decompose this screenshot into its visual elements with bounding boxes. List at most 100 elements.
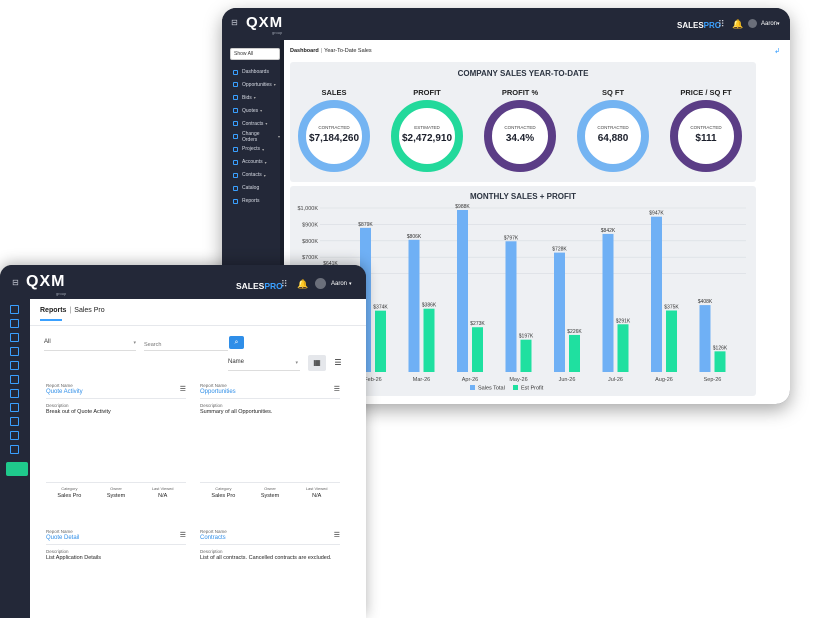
y-tick-label: $800K (302, 239, 318, 245)
last-viewed-label: Last Viewed (151, 486, 174, 491)
grid-icon: ▦ (313, 358, 321, 367)
grid-view-button[interactable]: ▦ (308, 355, 326, 371)
contacts-icon[interactable] (10, 417, 19, 426)
bids-icon (233, 95, 238, 101)
kpi-ring: CONTRACTED 34.4% (484, 100, 556, 172)
menu-icon[interactable]: ☰ (333, 532, 340, 539)
sidebar-item-opportunities[interactable]: Opportunities ▾ (222, 79, 280, 91)
sidebar-item-change-orders[interactable]: Change Orders ▾ (222, 131, 280, 143)
sidebar-item-quotes[interactable]: Quotes ▾ (222, 105, 280, 117)
reports-icon[interactable] (6, 462, 28, 476)
sort-value: Name (228, 359, 245, 365)
bar-label: $728K (552, 247, 567, 253)
ytd-panel: COMPANY SALES YEAR-TO-DATE SALES CONTRACT… (290, 62, 756, 182)
kpi-sales: SALES CONTRACTED $7,184,260 (293, 88, 375, 172)
x-tick-label: Mar-26 (413, 377, 430, 383)
opportunities-icon[interactable] (10, 319, 19, 328)
return-icon[interactable]: ↲ (774, 48, 780, 55)
kpi-price-sq-ft: PRICE / SQ FT CONTRACTED $111 (665, 88, 747, 172)
report-card[interactable]: Report Name Quote Detail ☰ Description L… (46, 529, 186, 562)
change-orders-icon[interactable] (10, 375, 19, 384)
sidebar-item-projects[interactable]: Projects ▾ (222, 143, 280, 155)
catalog-icon[interactable] (10, 431, 19, 440)
kpi-value: 34.4% (505, 133, 535, 144)
kpi-sublabel: ESTIMATED (414, 125, 440, 130)
menu-icon[interactable]: ☰ (179, 532, 186, 539)
apps-grid-icon[interactable]: ⠿ (281, 279, 288, 289)
kpi-sublabel: CONTRACTED (597, 125, 629, 130)
filter-select[interactable]: All ▾ (44, 339, 136, 351)
sidebar-item-label: Bids (242, 94, 252, 101)
filter-select[interactable]: Show All (230, 48, 280, 60)
breadcrumb-current: Year-To-Date Sales (324, 48, 372, 54)
legend-label: Sales Total (478, 386, 505, 392)
filter-value: All (44, 339, 51, 345)
kpi-value: 64,880 (597, 133, 629, 144)
contracts-icon[interactable] (10, 361, 19, 370)
bar-label: $988K (455, 204, 470, 210)
bar-profit (375, 310, 386, 372)
bids-icon[interactable] (10, 333, 19, 342)
legend-swatch-sales (470, 385, 475, 390)
breadcrumb-root[interactable]: Dashboard (290, 48, 319, 54)
last-viewed-label: Last Viewed (305, 486, 328, 491)
user-name[interactable]: Aaron (761, 21, 778, 27)
sidebar-item-bids[interactable]: Bids ▾ (222, 92, 280, 104)
search-input[interactable] (144, 339, 228, 351)
accounts-icon[interactable] (10, 403, 19, 412)
kpi-ring: CONTRACTED $111 (670, 100, 742, 172)
list-view-button[interactable]: ☰ (330, 355, 346, 371)
report-card[interactable]: Report Name Opportunities ☰ Description … (200, 383, 340, 499)
sidebar-toggle-icon[interactable]: ⊟ (12, 278, 19, 287)
report-name-label: Report Name (200, 529, 227, 534)
bar-sales (505, 241, 517, 372)
report-name[interactable]: Quote Activity (46, 389, 83, 395)
projects-icon[interactable] (10, 389, 19, 398)
sidebar-item-catalog[interactable]: Catalog (222, 182, 280, 194)
bar-profit (520, 339, 532, 372)
sidebar-item-contracts[interactable]: Contracts ▾ (222, 118, 280, 130)
breadcrumb-root[interactable]: Reports (40, 307, 67, 314)
report-name[interactable]: Quote Detail (46, 535, 80, 541)
bell-icon[interactable]: 🔔 (732, 19, 744, 29)
menu-icon[interactable]: ☰ (179, 386, 186, 393)
menu-icon[interactable]: ☰ (333, 386, 340, 393)
sidebar-item-label: Contracts (242, 120, 264, 127)
owner-value: System (260, 493, 280, 499)
quotes-icon[interactable] (10, 347, 19, 356)
report-name[interactable]: Contracts (200, 535, 226, 541)
list-icon[interactable] (10, 445, 19, 454)
chevron-down-icon[interactable]: ▾ (777, 21, 780, 27)
user-name[interactable]: Aaron (331, 281, 348, 287)
search-button[interactable]: ⌕ (229, 336, 244, 349)
bar-profit (472, 327, 483, 372)
breadcrumb-underline (40, 319, 62, 321)
sort-select[interactable]: Name ▾ (228, 359, 300, 371)
chevron-down-icon: ▾ (295, 360, 298, 366)
logo-subtitle: group (272, 30, 283, 35)
report-meta: Category Sales Pro Owner System Last Viewe… (46, 482, 186, 499)
avatar[interactable] (315, 278, 326, 289)
sidebar-item-label: Projects (242, 146, 261, 153)
chevron-down-icon[interactable]: ▾ (349, 281, 352, 287)
apps-grid-icon[interactable]: ⠿ (718, 19, 725, 29)
report-description: List of all contracts. Cancelled contrac… (200, 555, 332, 561)
sidebar-toggle-icon[interactable]: ⊟ (231, 18, 238, 27)
kpi-label: PRICE / SQ FT (680, 88, 732, 97)
report-name[interactable]: Opportunities (200, 389, 236, 395)
sidebar-item-reports[interactable]: Reports (222, 195, 280, 207)
report-description: List Application Details (46, 555, 102, 561)
chevron-down-icon: ▾ (273, 82, 276, 88)
sidebar-item-accounts[interactable]: Accounts ▾ (222, 156, 280, 168)
bar-profit (569, 334, 580, 372)
bar-sales (602, 233, 614, 372)
top-bar: ⊟ QXM group SALESPRO ⠿ 🔔 Aaron ▾ (222, 8, 790, 40)
sidebar-item-contacts[interactable]: Contacts ▾ (222, 169, 280, 181)
bell-icon[interactable]: 🔔 (297, 279, 309, 289)
report-card[interactable]: Report Name Contracts ☰ Description List… (200, 529, 340, 562)
dashboard-icon[interactable] (10, 305, 19, 314)
kpi-profit: PROFIT ESTIMATED $2,472,910 (386, 88, 468, 172)
report-card[interactable]: Report Name Quote Activity ☰ Description… (46, 383, 186, 499)
avatar[interactable] (748, 19, 757, 28)
sidebar-item-dashboards[interactable]: Dashboards (222, 66, 280, 78)
